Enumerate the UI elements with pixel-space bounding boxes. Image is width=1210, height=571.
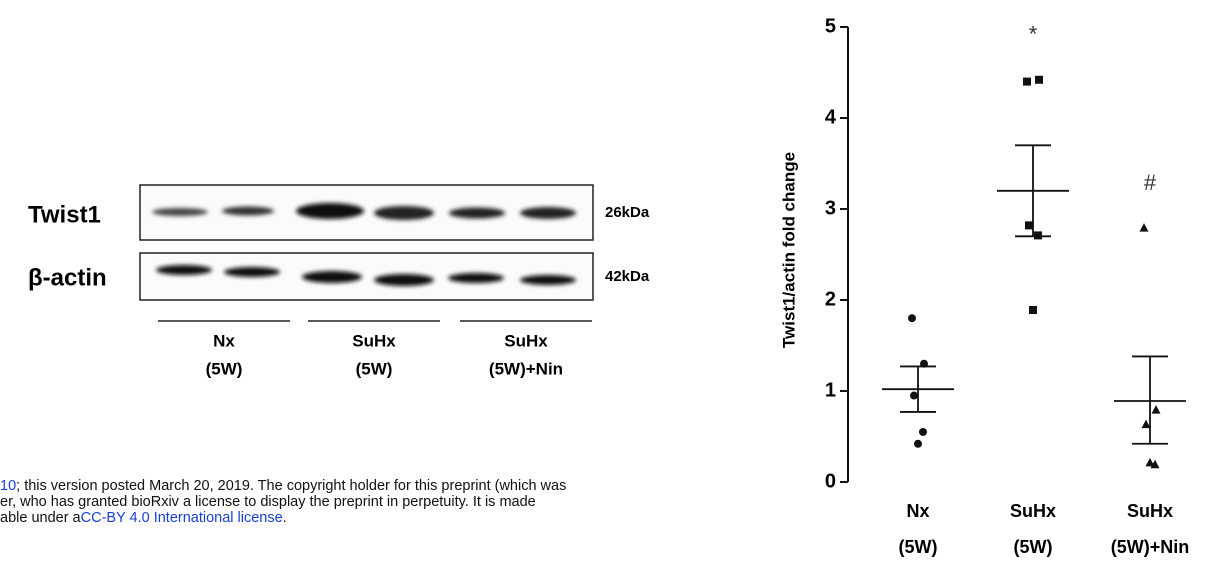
y-tick-label: 2: [825, 288, 836, 310]
blot-row-label: β-actin: [28, 264, 107, 291]
significance-mark: #: [1144, 170, 1157, 195]
x-tick-label: (5W): [899, 537, 938, 557]
data-point: [1025, 221, 1033, 229]
significance-mark: *: [1029, 22, 1038, 47]
y-tick-label: 3: [825, 197, 836, 219]
group-label: (5W)+Nin: [489, 359, 563, 378]
footer-line: er, who has granted bioRxiv a license to…: [0, 494, 536, 510]
data-point: [1146, 458, 1155, 467]
y-tick-label: 4: [825, 106, 837, 128]
data-point: [1035, 76, 1043, 84]
x-tick-label: (5W)+Nin: [1111, 537, 1190, 557]
y-axis-label: Twist1/actin fold change: [779, 152, 798, 348]
blot-size: 42kDa: [605, 268, 650, 285]
footer-text: ; this version posted March 20, 2019. Th…: [16, 478, 566, 494]
footer-link[interactable]: 10: [0, 478, 16, 494]
x-tick-label: SuHx: [1010, 501, 1056, 521]
data-point: [1152, 405, 1161, 414]
chart: Twist1/actin fold change 0 1 2 3 4 5 Nx (5W) SuH…: [779, 15, 1189, 556]
group-label: (5W): [356, 359, 393, 378]
data-point: [908, 314, 916, 322]
footer-line: 10; this version posted March 20, 2019. …: [0, 478, 566, 494]
y-tick-label: 0: [825, 470, 836, 492]
footer-line: able under aCC-BY 4.0 International lice…: [0, 510, 287, 526]
y-tick-label: 5: [825, 15, 836, 37]
western-blot: Twist1 β-actin 26kDa 42kDa Nx (5W) SuHx …: [28, 185, 650, 378]
data-point: [1029, 306, 1037, 314]
footer-text: .: [283, 510, 287, 526]
x-tick-label: Nx: [906, 501, 929, 521]
data-point: [914, 440, 922, 448]
footer-link[interactable]: CC-BY 4.0 International license: [81, 510, 283, 526]
page: { "blot": { "rows": [ {"label": "Twist1"…: [0, 0, 1210, 571]
footer-text: er, who has granted bioRxiv a license to…: [0, 494, 536, 510]
data-point: [1140, 223, 1149, 232]
group-label: (5W): [206, 359, 243, 378]
group-label: SuHx: [352, 331, 396, 350]
x-tick-label: SuHx: [1127, 501, 1173, 521]
y-tick-label: 1: [825, 379, 836, 401]
data-point: [910, 392, 918, 400]
group-label: SuHx: [504, 331, 548, 350]
data-point: [919, 428, 927, 436]
footer-text: able under a: [0, 510, 81, 526]
data-point: [1023, 78, 1031, 86]
blot-size: 26kDa: [605, 204, 650, 221]
blot-row-label: Twist1: [28, 201, 101, 228]
blot-frame: [140, 253, 593, 300]
data-point: [1034, 231, 1042, 239]
group-label: Nx: [213, 331, 235, 350]
x-tick-label: (5W): [1014, 537, 1053, 557]
